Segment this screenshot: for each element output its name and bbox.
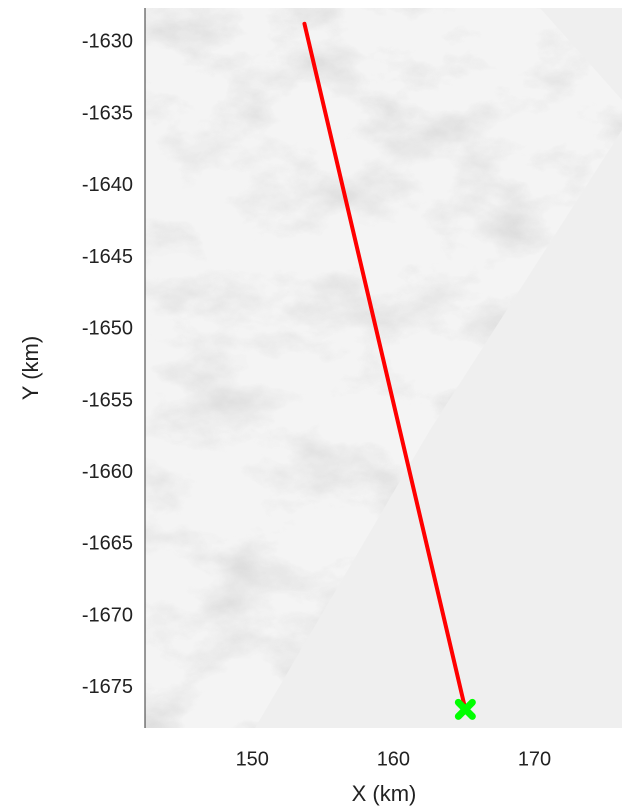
y-tick-label: -1630: [82, 31, 133, 53]
y-tick-label: -1660: [82, 461, 133, 483]
end-marker: [458, 702, 472, 716]
y-tick-label: -1635: [82, 102, 133, 124]
chart: X (km) Y (km) -1630 -1635 -1640 -1645 -1650 -…: [0, 0, 622, 812]
x-tick-label: 160: [377, 748, 410, 770]
y-tick-label: -1655: [82, 389, 133, 411]
y-tick-label: -1665: [82, 533, 133, 555]
y-tick-label: -1640: [82, 174, 133, 196]
y-axis-label: Y (km): [18, 336, 43, 400]
y-tick-label: -1670: [82, 604, 133, 626]
y-tick-label: -1645: [82, 246, 133, 268]
x-axis-label: X (km): [352, 781, 417, 806]
x-tick-label: 170: [518, 748, 551, 770]
y-tick-label: -1675: [82, 676, 133, 698]
x-tick-label: 150: [236, 748, 269, 770]
y-tick-label: -1650: [82, 318, 133, 340]
